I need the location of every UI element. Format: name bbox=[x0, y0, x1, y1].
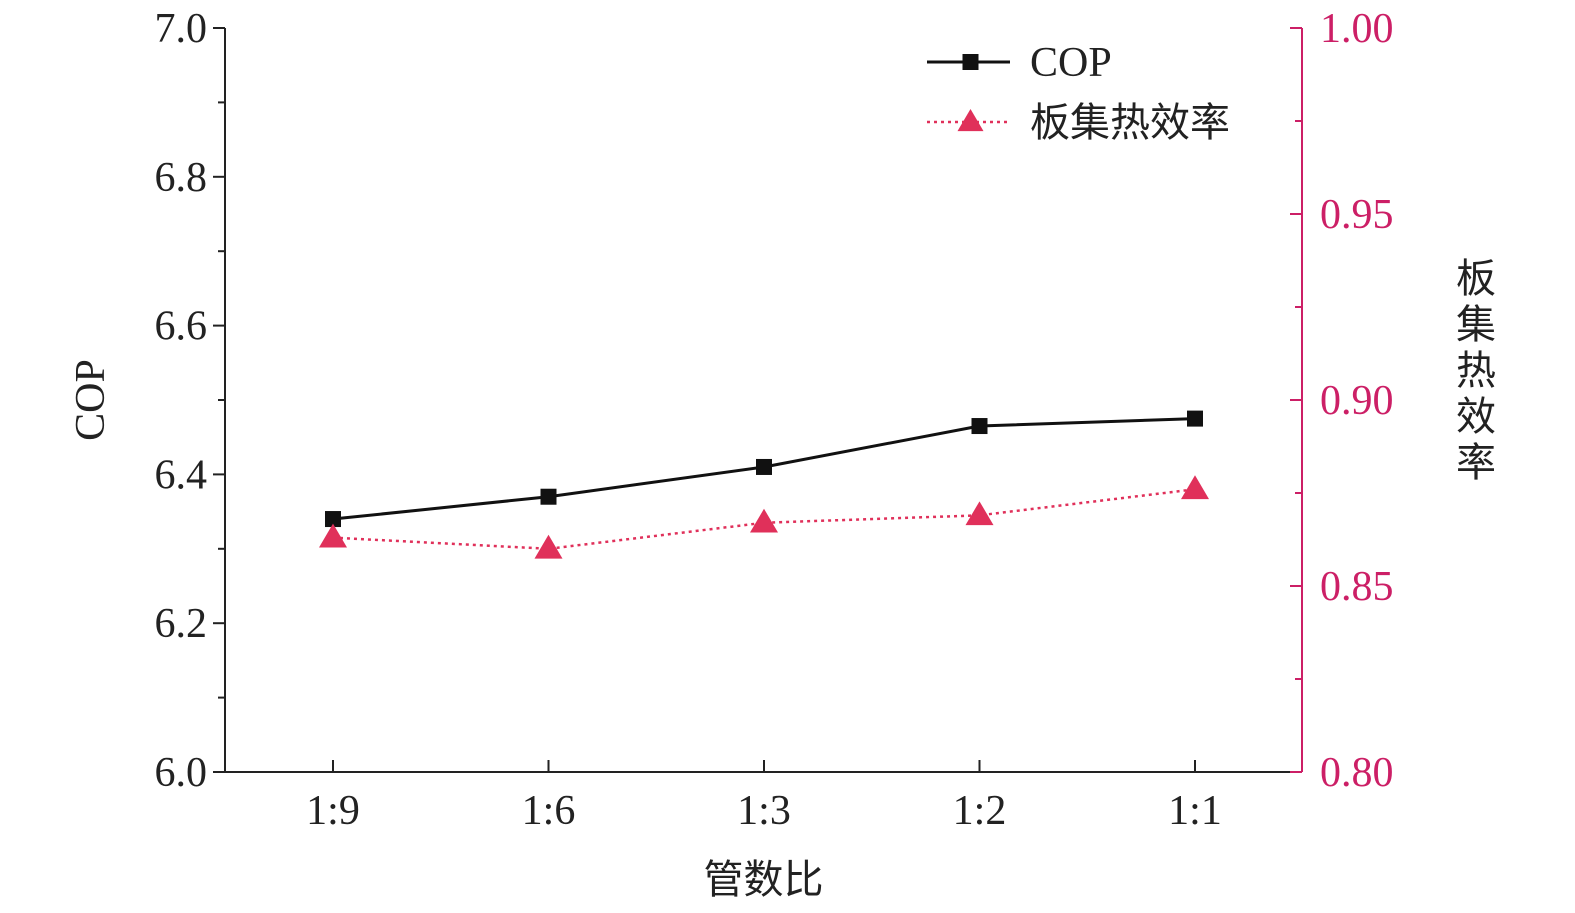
data-point-triangle bbox=[750, 508, 778, 533]
data-point-square bbox=[1187, 410, 1203, 427]
legend-marker-square bbox=[962, 54, 979, 70]
y-tick-label-left: 6.0 bbox=[155, 750, 208, 796]
y-tick-label-left: 7.0 bbox=[155, 6, 208, 52]
y-axis-title-right: 板集热效率 bbox=[1456, 256, 1496, 486]
x-axis-title: 管数比 bbox=[704, 857, 824, 903]
data-point-triangle bbox=[319, 523, 347, 548]
series-2 bbox=[319, 475, 1209, 559]
data-point-square bbox=[325, 511, 341, 528]
legend-label: 板集热效率 bbox=[1030, 100, 1230, 146]
y-tick-label-left: 6.4 bbox=[155, 452, 208, 498]
legend: COP 板集热效率 bbox=[927, 40, 1230, 146]
data-point-square bbox=[540, 488, 557, 505]
series-layer bbox=[319, 410, 1209, 559]
y-axis-title-right-char: 效 bbox=[1456, 394, 1496, 440]
data-point-triangle bbox=[1181, 475, 1209, 500]
x-tick-label: 1:3 bbox=[737, 788, 791, 834]
y-tick-label-right: 0.85 bbox=[1320, 564, 1394, 610]
y-tick-label-left: 6.8 bbox=[155, 155, 208, 201]
y-tick-label-left: 6.2 bbox=[155, 601, 208, 647]
y-axis-title-right-char: 热 bbox=[1456, 348, 1496, 394]
y-axis-title-right-char: 板 bbox=[1456, 256, 1496, 302]
x-tick-label: 1:6 bbox=[522, 788, 576, 834]
legend-marker-triangle bbox=[957, 109, 984, 132]
data-point-triangle bbox=[965, 501, 994, 526]
y-tick-label-right: 1.00 bbox=[1320, 6, 1394, 52]
y-tick-label-right: 0.90 bbox=[1320, 378, 1394, 424]
y-axis-title-right-char: 集 bbox=[1456, 302, 1496, 348]
x-tick-label: 1:1 bbox=[1168, 788, 1222, 834]
series-1 bbox=[325, 410, 1203, 528]
y-axis-title-left: COP bbox=[68, 359, 114, 441]
x-tick-label: 1:2 bbox=[953, 788, 1007, 834]
axes: 6.0 6.2 6.4 6.6 6.8 7.0 0.80 0.85 0.90 0.95 1.00 1:… bbox=[155, 6, 1394, 834]
data-point-square bbox=[971, 418, 988, 435]
data-point-triangle bbox=[534, 534, 563, 559]
data-point-square bbox=[756, 458, 772, 475]
legend-label: COP bbox=[1030, 40, 1112, 86]
x-tick-label: 1:9 bbox=[306, 788, 360, 834]
y-tick-label-left: 6.6 bbox=[155, 304, 208, 350]
y-tick-label-right: 0.95 bbox=[1320, 192, 1394, 238]
y-axis-title-right-char: 率 bbox=[1456, 440, 1496, 486]
y-tick-label-right: 0.80 bbox=[1320, 750, 1394, 796]
